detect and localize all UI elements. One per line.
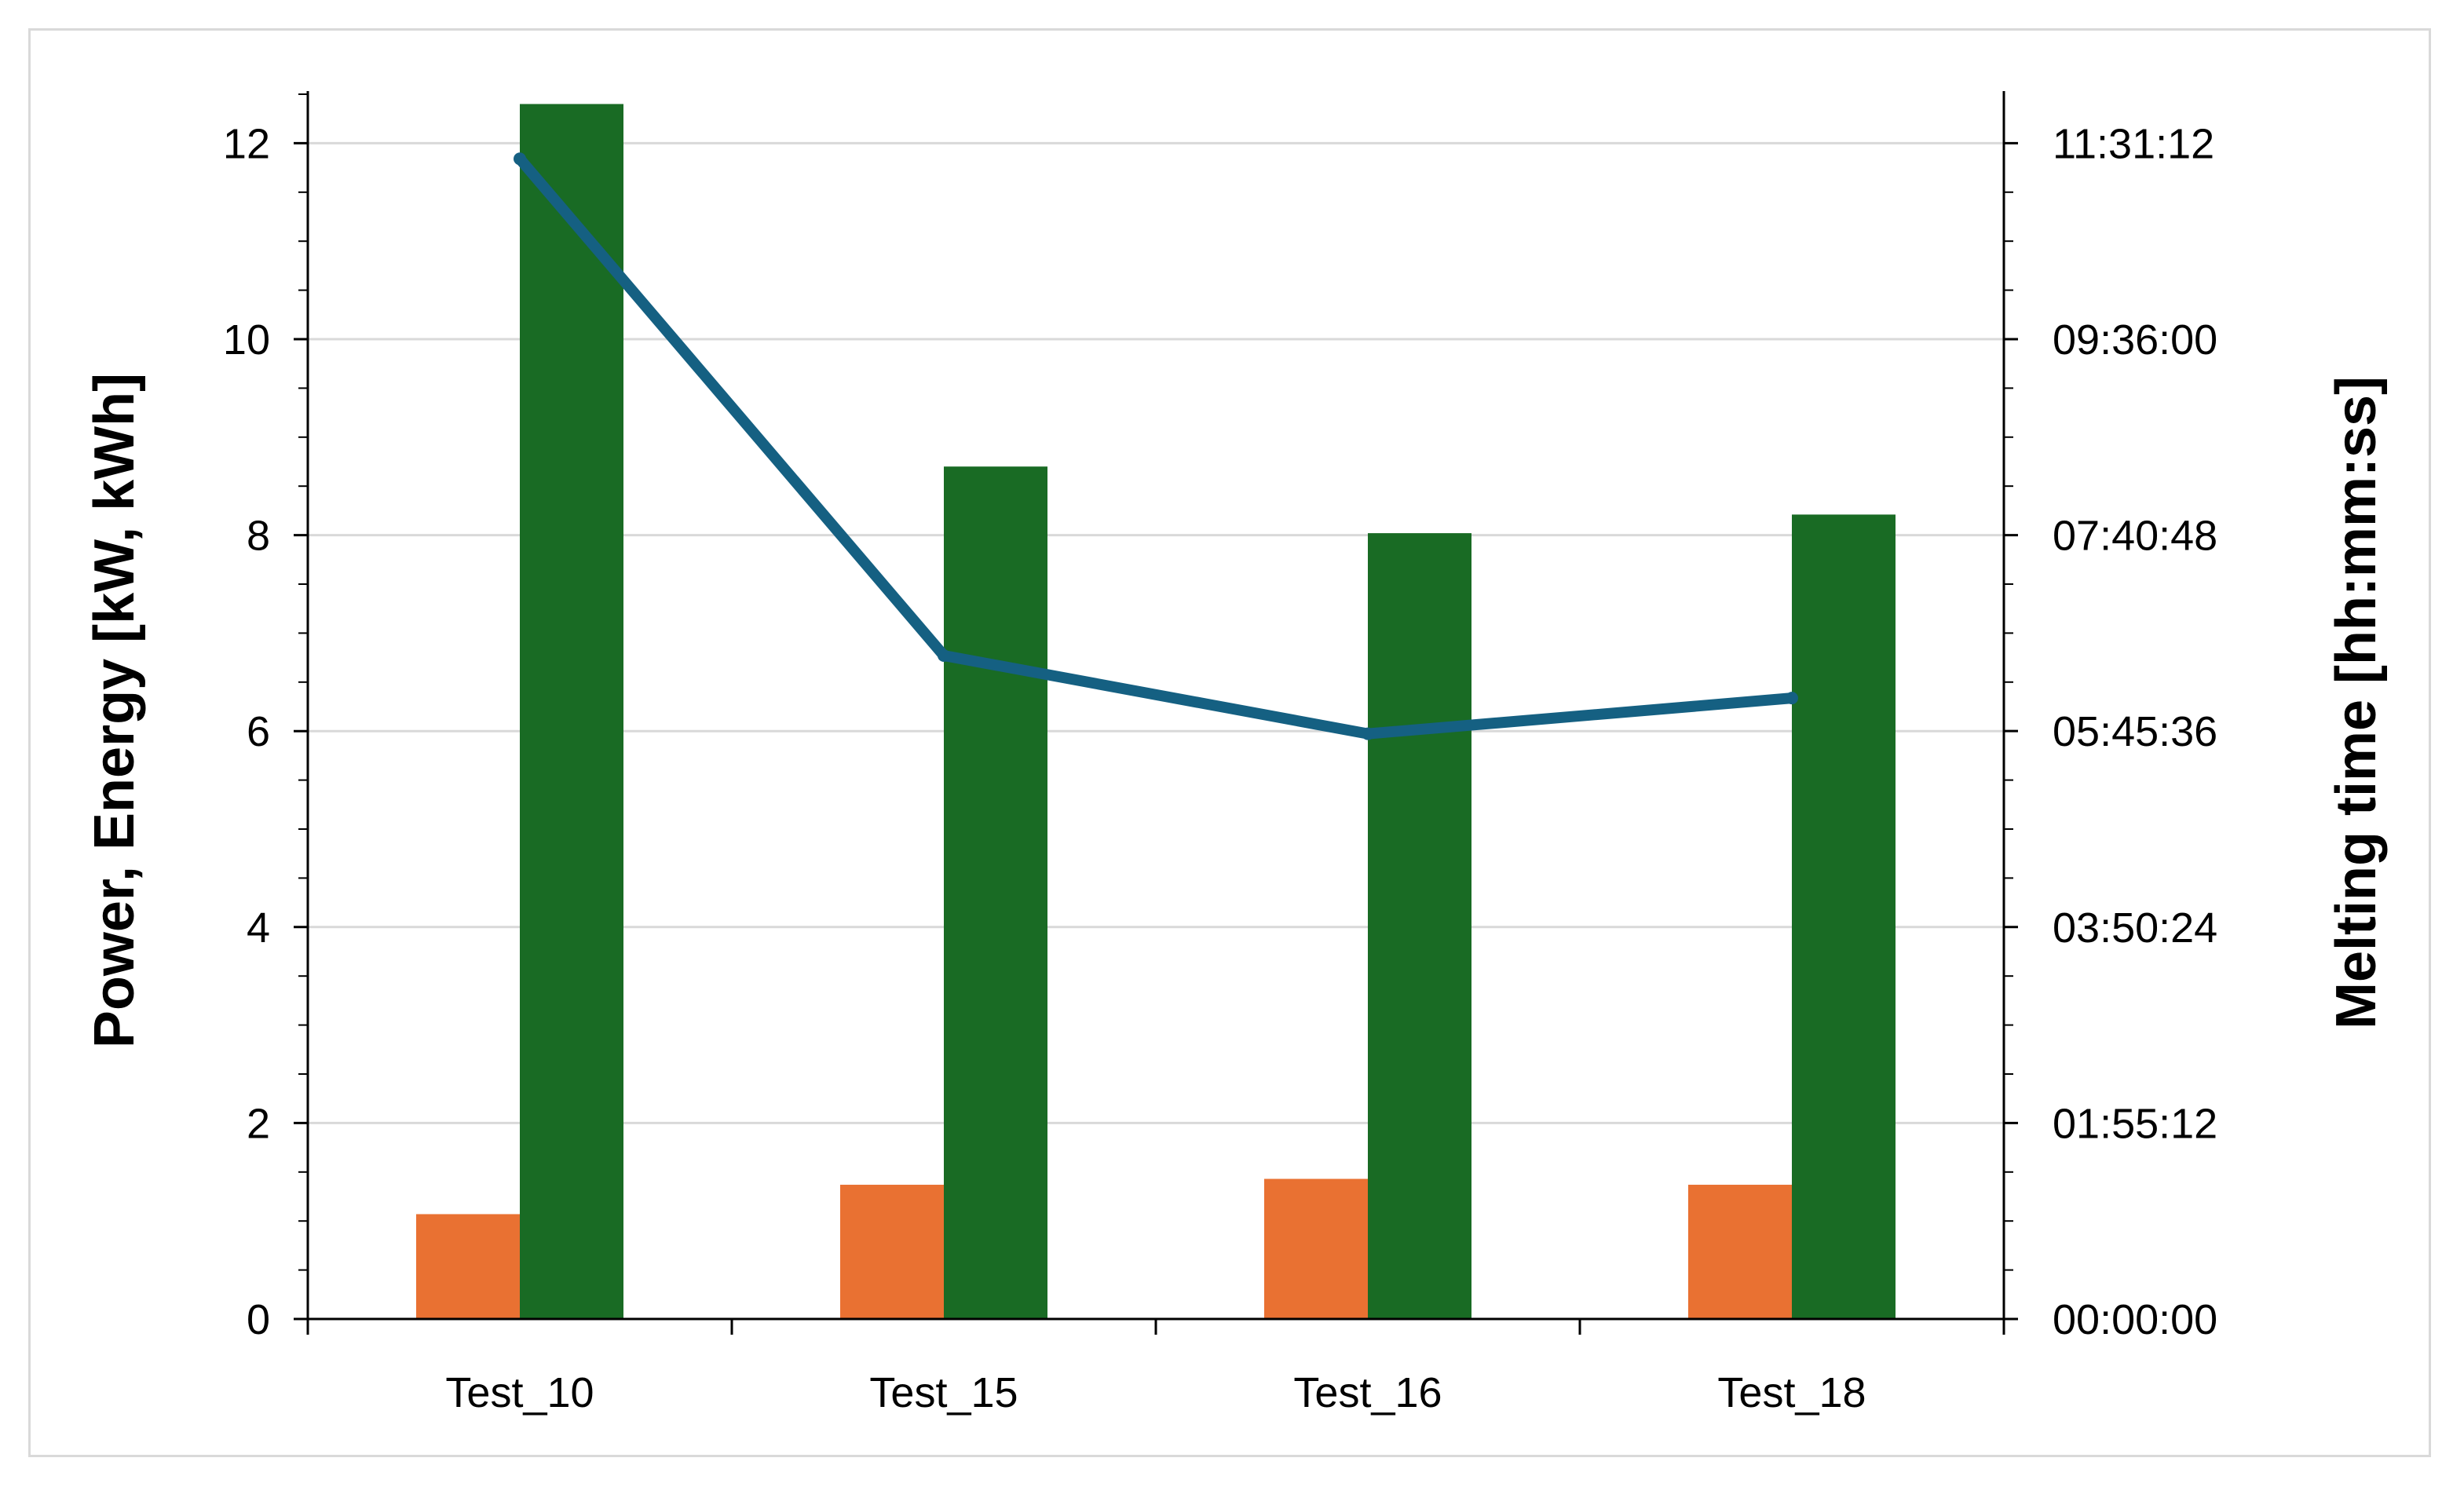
melting-time-line-group [514, 152, 1798, 740]
bar-2-test_15 [944, 466, 1047, 1319]
line-point-test_18 [1786, 692, 1798, 705]
bar-1-test_10 [416, 1214, 520, 1319]
y2-tick-label: 01:55:12 [2053, 1100, 2217, 1147]
y-tick-label: 12 [223, 120, 270, 167]
x-tick-label: Test_16 [1293, 1369, 1442, 1416]
bar-1-test_16 [1264, 1178, 1368, 1319]
line-point-test_15 [938, 649, 950, 662]
y-tick-label: 0 [247, 1296, 270, 1343]
y2-tick-label: 03:50:24 [2053, 904, 2217, 952]
x-tick-label: Test_18 [1717, 1369, 1866, 1416]
y2-tick-label: 11:31:12 [2053, 120, 2214, 167]
y-tick-label: 10 [223, 316, 270, 364]
y-tick-label: 2 [247, 1100, 270, 1147]
melting-time-line [514, 153, 1797, 740]
line-point-test_16 [1362, 727, 1374, 740]
y2-tick-label: 05:45:36 [2053, 708, 2217, 755]
y-tick-label: 6 [247, 708, 270, 755]
x-tick-label: Test_10 [445, 1369, 594, 1416]
y2-axis-title: Melting time [hh:mm:ss] [2325, 376, 2388, 1029]
line-point-test_10 [514, 152, 526, 166]
y2-tick-label: 00:00:00 [2053, 1296, 2217, 1343]
bar-2-test_10 [520, 104, 623, 1320]
y-tick-label: 4 [247, 904, 270, 952]
x-tick-label: Test_15 [869, 1369, 1018, 1416]
y2-tick-label: 09:36:00 [2053, 316, 2217, 364]
bar-1-test_18 [1688, 1185, 1792, 1319]
y2-tick-label: 07:40:48 [2053, 513, 2217, 560]
bars [416, 104, 1896, 1320]
bar-1-test_15 [840, 1185, 944, 1319]
bar-2-test_16 [1368, 533, 1471, 1319]
axes: 0 2 4 6 8 10 12 00:00:00 01:55:12 03:50:24 05:45:3… [223, 91, 2217, 1416]
y-tick-label: 8 [247, 513, 270, 560]
y-axis-title: Power, Energy [kW, kWh] [83, 373, 146, 1048]
bar-2-test_18 [1792, 514, 1896, 1319]
